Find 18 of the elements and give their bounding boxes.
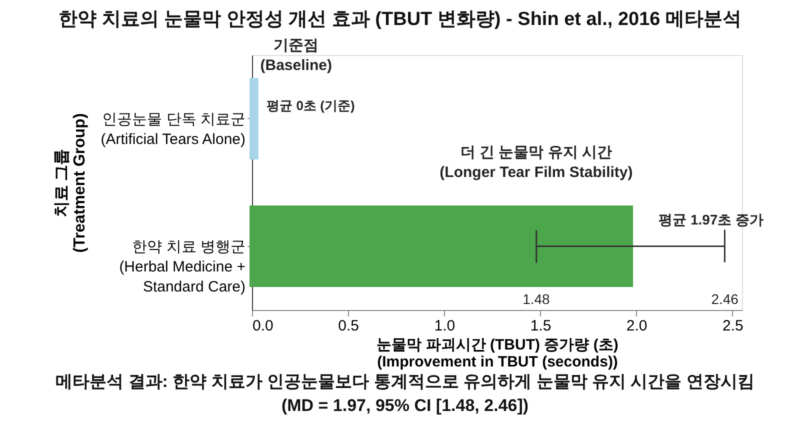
annotation: 1.48	[522, 291, 550, 307]
text: 메타분석 결과: 한약 치료가 인공눈물보다 통계적으로 유의하게 눈물막 유지 시간을 연장시킴 (MD = 1.97, 95% CI [1.48, 2.46])	[56, 372, 754, 415]
y-tick-label: 인공눈물 단독 치료군 (Artificial Tears Alone)	[100, 110, 246, 148]
x-axis-title: 눈물막 파괴시간 (TBUT) 증가량 (초) (Improvement in TBUT (seconds))	[376, 336, 618, 370]
annotation: 더 긴 눈물막 유지 시간 (Longer Tear Film Stability)	[440, 144, 633, 181]
x-tick-label: 2.0	[626, 318, 648, 334]
annotation: 2.46	[711, 291, 739, 307]
x-tick-label: 1.5	[530, 318, 552, 334]
annotation: 기준점 (Baseline)	[260, 37, 332, 74]
chart-title: 한약 치료의 눈물막 안정성 개선 효과 (TBUT 변화량) - Shin et al., 2016 메타분석	[58, 9, 742, 30]
x-tick-label: 0.0	[252, 318, 274, 334]
y-tick-label: 한약 치료 병행군 (Herbal Medicine + Standard Care)	[119, 238, 246, 296]
y-axis-title: 치료 그룹 (Treatment Group)	[54, 113, 89, 253]
annotation: 평균 0초 (기준)	[266, 98, 355, 113]
x-tick-label: 2.5	[722, 318, 744, 334]
x-tick-label: 1.0	[434, 318, 456, 334]
x-tick-label: 0.5	[338, 318, 360, 334]
data-label: 평균 1.97초 증가	[658, 211, 764, 228]
